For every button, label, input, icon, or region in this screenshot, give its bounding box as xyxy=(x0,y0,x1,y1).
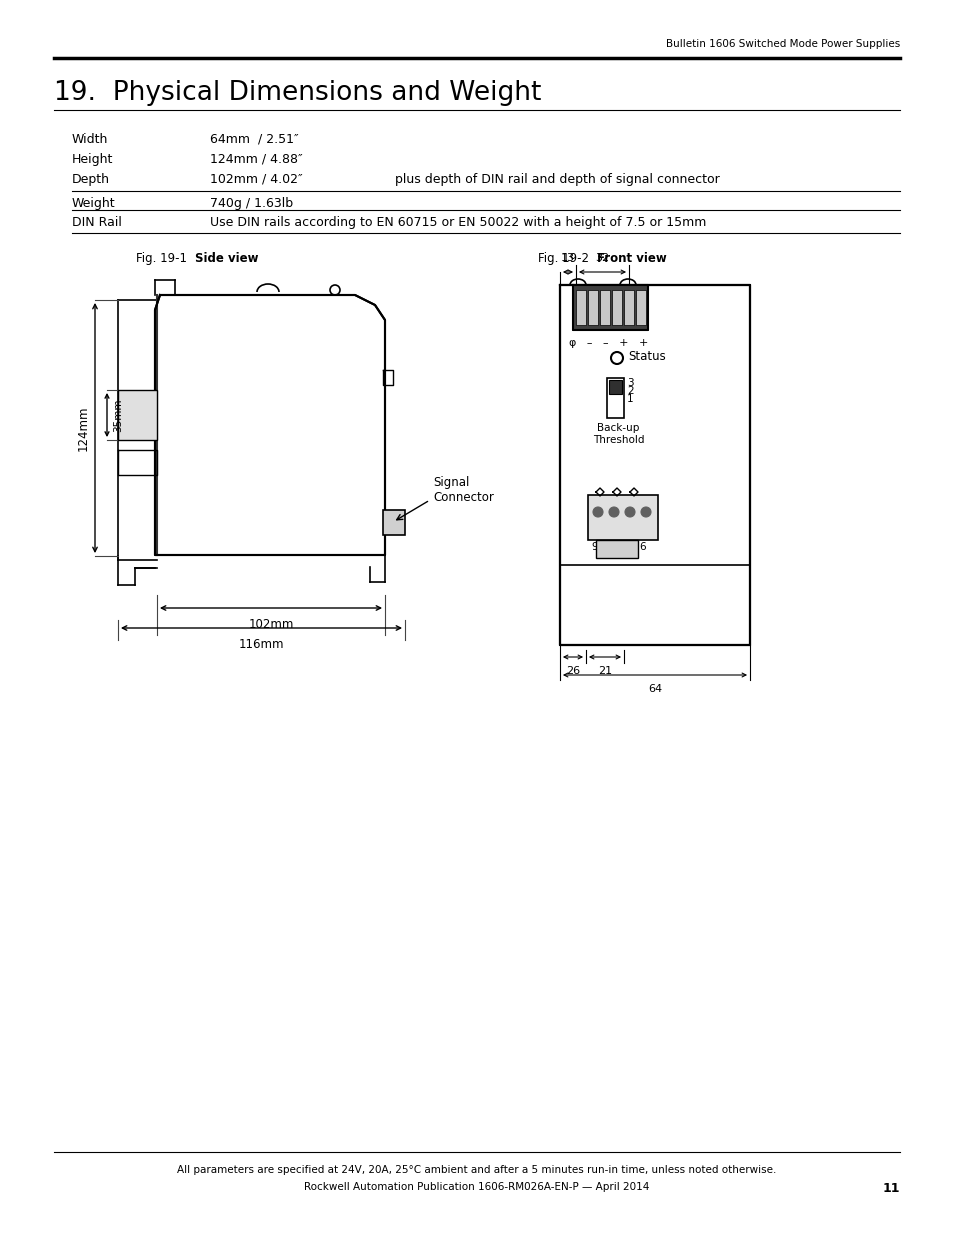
Bar xyxy=(559,285,749,645)
Circle shape xyxy=(624,508,635,517)
Text: 64mm  / 2.51″: 64mm / 2.51″ xyxy=(210,133,298,146)
Text: 124mm: 124mm xyxy=(76,405,90,451)
Text: 1: 1 xyxy=(626,394,633,404)
Text: Use DIN rails according to EN 60715 or EN 50022 with a height of 7.5 or 15mm: Use DIN rails according to EN 60715 or E… xyxy=(210,216,705,228)
Polygon shape xyxy=(154,295,385,555)
Bar xyxy=(612,290,621,325)
Text: Rockwell Automation Publication 1606-RM026A-EN-P — April 2014: Rockwell Automation Publication 1606-RM0… xyxy=(304,1182,649,1192)
Text: All parameters are specified at 24V, 20A, 25°C ambient and after a 5 minutes run: All parameters are specified at 24V, 20A… xyxy=(177,1165,776,1174)
Text: 3: 3 xyxy=(626,378,633,388)
Bar xyxy=(608,380,621,394)
Text: 6: 6 xyxy=(639,542,645,552)
Text: 102mm: 102mm xyxy=(248,618,294,631)
Bar xyxy=(636,290,645,325)
Text: φ   –   –   +   +: φ – – + + xyxy=(568,338,648,348)
Text: Width: Width xyxy=(71,133,109,146)
Bar xyxy=(599,290,609,325)
Text: Front view: Front view xyxy=(597,252,666,266)
Circle shape xyxy=(593,508,602,517)
Text: 9: 9 xyxy=(591,542,598,552)
Text: 102mm / 4.02″: 102mm / 4.02″ xyxy=(210,173,302,186)
Bar xyxy=(573,285,647,330)
Text: Weight: Weight xyxy=(71,198,115,210)
Text: Bulletin 1606 Switched Mode Power Supplies: Bulletin 1606 Switched Mode Power Suppli… xyxy=(665,40,899,49)
Text: 11: 11 xyxy=(882,1182,899,1195)
Text: DIN Rail: DIN Rail xyxy=(71,216,122,228)
Bar xyxy=(596,540,638,558)
Text: Back-up
Threshold: Back-up Threshold xyxy=(592,424,643,445)
Circle shape xyxy=(640,508,650,517)
Text: Fig. 19-2: Fig. 19-2 xyxy=(537,252,597,266)
Text: 32: 32 xyxy=(595,253,608,263)
Text: 35mm: 35mm xyxy=(112,398,123,432)
Bar xyxy=(118,390,157,440)
Text: 8: 8 xyxy=(607,542,614,552)
Text: Fig. 19-1: Fig. 19-1 xyxy=(136,252,194,266)
Text: 2: 2 xyxy=(626,387,633,396)
Text: Height: Height xyxy=(71,153,113,165)
Bar xyxy=(587,290,598,325)
Text: 116mm: 116mm xyxy=(238,638,283,651)
Text: 26: 26 xyxy=(565,666,579,676)
Circle shape xyxy=(608,508,618,517)
Text: 7: 7 xyxy=(623,542,630,552)
Bar xyxy=(382,510,405,535)
Bar xyxy=(623,290,634,325)
Text: 740g / 1.63lb: 740g / 1.63lb xyxy=(210,198,293,210)
Text: 19.  Physical Dimensions and Weight: 19. Physical Dimensions and Weight xyxy=(54,80,540,106)
Text: Signal
Connector: Signal Connector xyxy=(433,475,494,504)
Text: 13: 13 xyxy=(560,253,575,263)
Text: plus depth of DIN rail and depth of signal connector: plus depth of DIN rail and depth of sign… xyxy=(395,173,719,186)
Text: Status: Status xyxy=(627,350,665,363)
Text: Side view: Side view xyxy=(194,252,258,266)
Bar xyxy=(606,378,623,417)
Text: Depth: Depth xyxy=(71,173,110,186)
Text: 64: 64 xyxy=(647,684,661,694)
Text: 21: 21 xyxy=(598,666,612,676)
Bar xyxy=(576,290,585,325)
Bar xyxy=(587,495,658,540)
Text: 124mm / 4.88″: 124mm / 4.88″ xyxy=(210,153,302,165)
